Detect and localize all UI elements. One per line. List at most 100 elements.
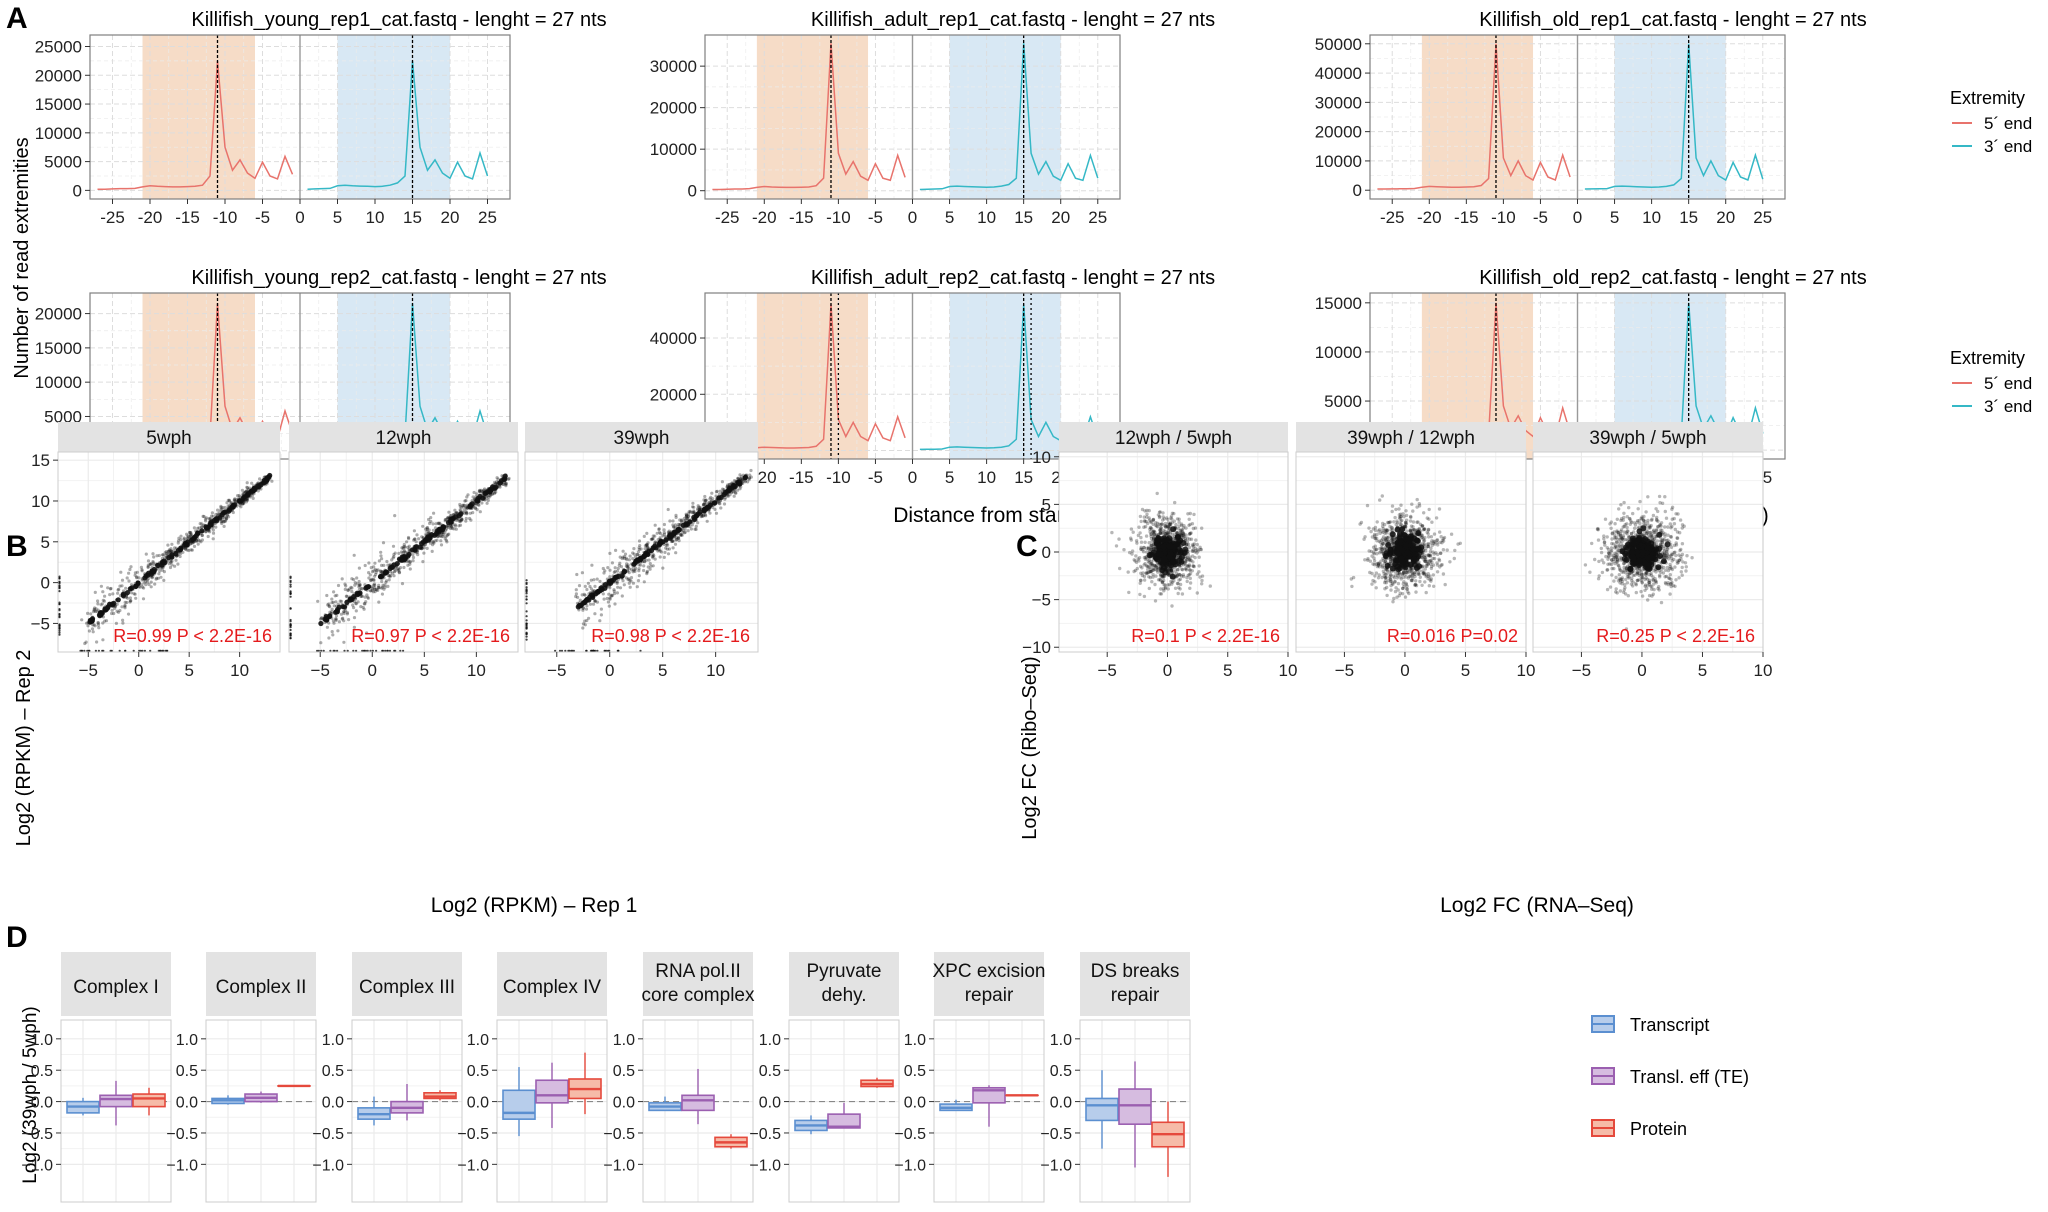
data-point	[1408, 519, 1413, 523]
data-point	[1188, 511, 1193, 516]
data-point	[332, 590, 336, 594]
data-point	[422, 551, 426, 555]
data-point	[214, 525, 218, 529]
data-point	[58, 577, 61, 580]
data-point	[357, 566, 361, 570]
data-point	[189, 533, 193, 537]
x-tick-label: 0	[908, 208, 917, 227]
data-point	[743, 480, 747, 484]
data-point	[226, 498, 230, 502]
data-point	[671, 519, 675, 523]
x-tick-label: -10	[1491, 208, 1516, 227]
data-point	[1440, 563, 1444, 567]
data-point	[1420, 524, 1425, 528]
data-point	[1448, 560, 1452, 564]
data-point	[691, 501, 695, 505]
data-point	[417, 537, 421, 541]
data-point	[110, 608, 114, 612]
data-point	[1128, 550, 1132, 555]
data-point	[406, 559, 410, 563]
data-point	[368, 589, 373, 593]
data-point	[1184, 568, 1189, 572]
legend-three-prime-label: 3´ end	[1984, 137, 2032, 156]
data-point	[1404, 575, 1409, 579]
data-point	[152, 555, 156, 559]
data-point	[120, 593, 126, 599]
data-point	[200, 525, 204, 529]
data-point	[1170, 604, 1174, 608]
data-point	[332, 621, 336, 625]
x-tick-label: -20	[752, 208, 777, 227]
data-point	[101, 638, 105, 642]
data-point	[80, 618, 84, 622]
data-point	[231, 510, 235, 515]
data-point	[129, 565, 133, 569]
data-point	[390, 558, 394, 562]
data-point	[636, 579, 641, 583]
data-point	[363, 563, 367, 568]
data-point	[137, 576, 141, 580]
data-point	[1178, 582, 1183, 587]
data-point	[177, 547, 184, 553]
data-point	[648, 562, 652, 566]
data-point	[350, 586, 354, 590]
data-point	[1404, 513, 1409, 518]
data-point	[465, 512, 469, 516]
data-point	[525, 579, 528, 582]
data-point	[598, 579, 602, 584]
data-point	[475, 498, 481, 504]
data-point	[189, 530, 193, 535]
data-point	[179, 551, 183, 556]
data-point	[176, 539, 181, 543]
data-point	[592, 578, 596, 582]
data-point	[211, 514, 215, 518]
x-tick-label: -10	[826, 208, 851, 227]
data-point	[134, 596, 138, 600]
data-point	[486, 489, 492, 495]
data-point	[201, 514, 205, 519]
data-point	[1427, 535, 1431, 539]
data-point	[58, 608, 61, 611]
data-point	[1167, 551, 1174, 558]
data-point	[649, 564, 653, 568]
data-point	[1423, 527, 1427, 531]
data-point	[159, 562, 165, 568]
data-point	[461, 505, 465, 509]
data-point	[525, 586, 528, 589]
y-tick-label: 20000	[650, 99, 697, 118]
y-tick-label: 5	[41, 533, 50, 552]
data-point	[642, 534, 646, 539]
data-point	[58, 587, 61, 590]
data-point	[645, 542, 649, 547]
data-point	[1142, 578, 1147, 582]
data-point	[142, 581, 146, 585]
data-point	[167, 549, 171, 553]
data-point	[126, 596, 130, 600]
data-point	[1449, 532, 1454, 536]
panel-a-y-axis-label: Number of read extremities	[11, 137, 33, 378]
data-point	[198, 522, 202, 526]
data-point	[1399, 503, 1403, 507]
data-point	[352, 616, 357, 620]
data-point	[1137, 556, 1142, 560]
data-point	[385, 559, 389, 564]
data-point	[1188, 576, 1193, 581]
data-point	[58, 580, 61, 583]
x-tick-label: 5	[333, 208, 342, 227]
data-point	[211, 517, 217, 524]
data-point	[345, 612, 349, 616]
facet-title: 39wph / 12wph	[1347, 428, 1475, 449]
data-point	[1432, 532, 1437, 536]
x-tick-label: 15	[1679, 208, 1698, 227]
data-point	[647, 558, 651, 562]
data-point	[170, 549, 174, 554]
data-point	[196, 542, 200, 546]
data-point	[1178, 587, 1182, 591]
data-point	[1379, 538, 1384, 542]
data-point	[1143, 509, 1147, 513]
data-point	[1432, 584, 1436, 588]
y-tick-label: 30000	[650, 57, 697, 76]
chart-title: Killifish_adult_rep1_cat.fastq - lenght …	[811, 9, 1215, 31]
data-point	[425, 546, 429, 551]
highlight-band	[142, 35, 255, 199]
